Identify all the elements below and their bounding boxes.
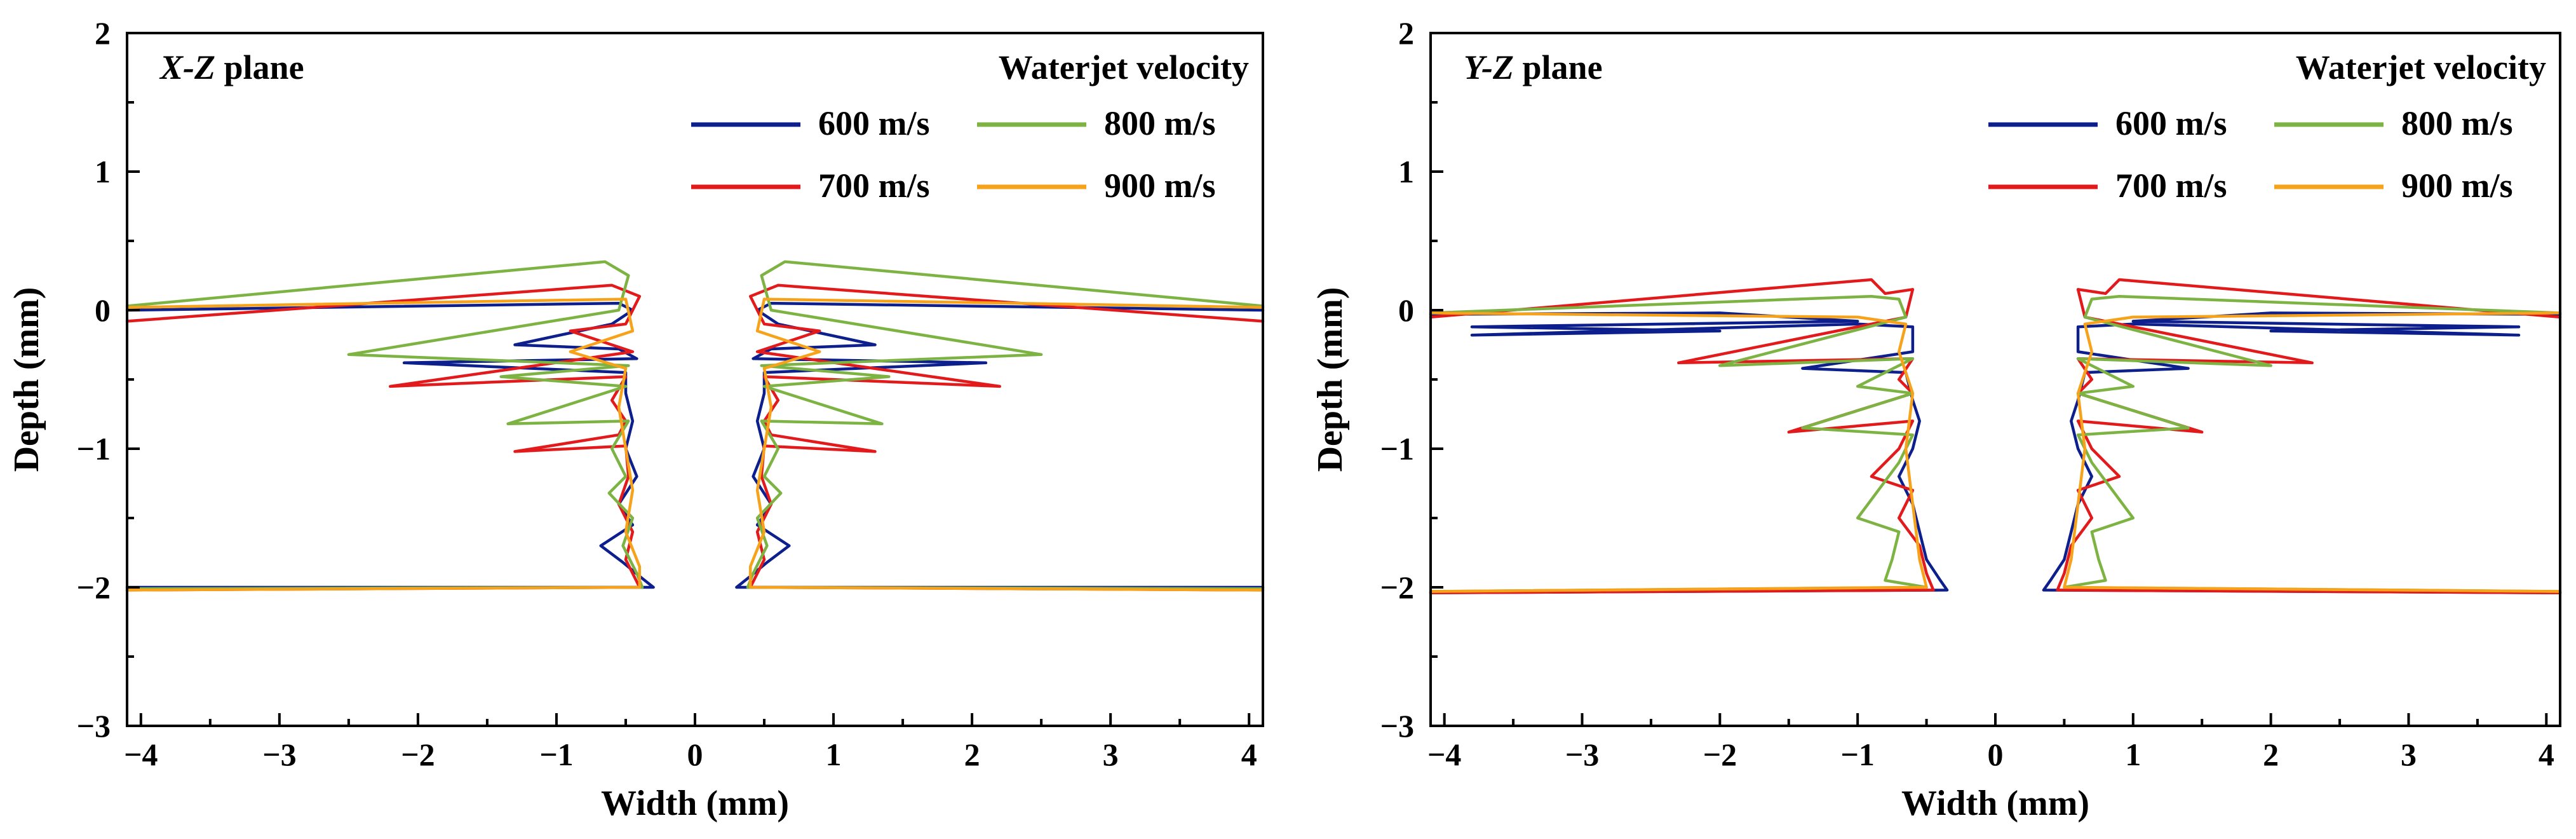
x-axis-title: Width (mm) [1901, 784, 2089, 823]
series-800-m-sright-profile [746, 260, 1265, 590]
series-800-m-sleft-profile [1429, 294, 1928, 593]
x-tick-label: −3 [1565, 737, 1600, 772]
plot-frame [126, 32, 1264, 727]
series-700-m-sright-profile [748, 283, 1265, 592]
legend-label: 600 m/s [2115, 104, 2227, 142]
y-tick-label: 1 [95, 154, 111, 189]
x-tick-label: 4 [2539, 737, 2554, 772]
series-700-m-sleft-profile [1429, 278, 1935, 594]
y-tick-label: 0 [95, 292, 111, 328]
x-tick-label: 1 [826, 737, 842, 772]
data-curves [1429, 278, 2562, 594]
legend-title: Waterjet velocity [2296, 48, 2546, 86]
series-700-m-sleft-profile [125, 283, 642, 592]
panel-label-axes: X-Z [159, 48, 215, 86]
legend-label: 800 m/s [1104, 104, 1216, 142]
x-tick-label: −4 [124, 737, 158, 772]
y-tick-label: −1 [77, 431, 111, 467]
legend: Waterjet velocity 600 m/s 800 m/s 700 m/s 90… [1988, 48, 2546, 205]
y-tick-label: −1 [1380, 431, 1415, 467]
x-tick-label: −2 [1703, 737, 1737, 772]
y-tick-label: 2 [1398, 15, 1414, 51]
y-axis-title: Depth (mm) [7, 287, 46, 472]
x-tick-label: −2 [401, 737, 435, 772]
series-600-m-sleft-profile [125, 301, 655, 589]
y-tick-label: −3 [1380, 708, 1415, 744]
x-tick-label: 3 [2401, 737, 2417, 772]
xz-plane-chart: −4 −3 −2 −1 0 1 2 3 4 −3 −2 −1 0 1 2 Width (mm) Depth (m… [7, 15, 1265, 823]
legend-label: 700 m/s [2115, 167, 2227, 205]
x-tick-label: 3 [1103, 737, 1119, 772]
legend-label: 900 m/s [1104, 167, 1216, 205]
panel-label-axes: Y-Z [1464, 48, 1514, 86]
series-600-m-sright-profile [2042, 311, 2562, 594]
x-tick-label: −3 [262, 737, 297, 772]
series-700-m-sright-profile [2056, 278, 2562, 594]
series-800-m-sright-profile [2063, 294, 2562, 593]
x-tick-label: 2 [964, 737, 980, 772]
plot-frame [1429, 32, 2561, 727]
x-tick-label: 0 [687, 737, 703, 772]
y-axis-title: Depth (mm) [1311, 287, 1350, 472]
series-600-m-sleft-profile [1429, 311, 1949, 594]
x-tick-label: 2 [2263, 737, 2279, 772]
legend: Waterjet velocity 600 m/s 800 m/s 700 m/s 90… [691, 48, 1249, 205]
y-tick-label: −2 [77, 570, 111, 605]
y-tick-label: 1 [1398, 154, 1414, 189]
data-curves [125, 260, 1265, 592]
y-tick-label: 2 [95, 15, 111, 51]
x-tick-label: −1 [539, 737, 574, 772]
x-axis-title: Width (mm) [601, 784, 789, 823]
series-600-m-sright-profile [735, 301, 1265, 589]
panel-label: X-Z plane [159, 48, 304, 86]
series-900-m-sleft-profile [125, 297, 642, 592]
x-tick-label: −4 [1427, 737, 1462, 772]
panel-label-text: plane [215, 48, 304, 86]
yz-plane-chart: −4 −3 −2 −1 0 1 2 3 4 −3 −2 −1 0 1 2 Width (mm) Depth (m… [1311, 15, 2562, 823]
legend-label: 600 m/s [818, 104, 930, 142]
series-900-m-sright-profile [2063, 311, 2562, 593]
legend-label: 800 m/s [2401, 104, 2513, 142]
y-tick-label: 0 [1398, 292, 1414, 328]
x-tick-label: −1 [1840, 737, 1875, 772]
series-800-m-sleft-profile [125, 260, 644, 590]
x-tick-label: 4 [1241, 737, 1257, 772]
panel-label: Y-Z plane [1464, 48, 1603, 86]
x-tick-label: 1 [2125, 737, 2141, 772]
series-900-m-sleft-profile [1429, 311, 1928, 593]
y-tick-label: −2 [1380, 570, 1415, 605]
panel-label-text: plane [1514, 48, 1603, 86]
series-900-m-sright-profile [748, 297, 1265, 592]
x-tick-label: 0 [1988, 737, 2004, 772]
y-tick-label: −3 [77, 708, 111, 744]
legend-label: 700 m/s [818, 167, 930, 205]
legend-label: 900 m/s [2401, 167, 2513, 205]
legend-title: Waterjet velocity [999, 48, 1249, 86]
